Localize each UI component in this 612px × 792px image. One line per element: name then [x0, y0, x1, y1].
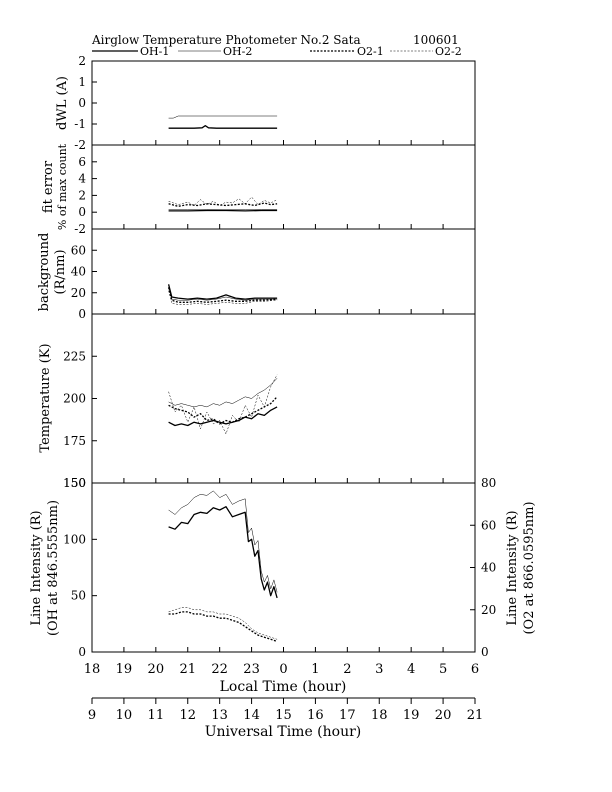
chart-date: 100601 — [413, 33, 459, 47]
ylabel-background-line1: background — [37, 233, 52, 312]
xtick-label-universal-0: 9 — [88, 708, 96, 723]
ylabel-intensity-left: Line Intensity (R) (OH at 846.5555nm) — [29, 500, 61, 636]
ytick-label-temperature-3: 150 — [63, 476, 86, 490]
ylabel-background: background (R/nm) — [37, 233, 68, 312]
ytick-label-dwl-2: 0 — [78, 96, 86, 110]
series-temperature-o2-2 — [168, 374, 278, 435]
series-temperature-oh-1 — [168, 406, 278, 427]
ytick-right-label-line-intensity-1: 60 — [481, 518, 496, 532]
legend-label-oh1: OH-1 — [140, 45, 169, 58]
xlabel-universal-time: Universal Time (hour) — [205, 724, 362, 740]
xtick-label-local-10: 4 — [407, 662, 415, 677]
series-dwl-oh-2 — [168, 115, 278, 119]
xtick-label-universal-3: 12 — [179, 708, 196, 723]
xtick-label-local-3: 21 — [179, 662, 196, 677]
panel-background-frame — [91, 228, 476, 315]
series-temperature-o2-1 — [168, 396, 278, 425]
series-fit-error-o2-2 — [168, 196, 278, 206]
legend-label-oh2: OH-2 — [223, 45, 252, 58]
xtick-label-universal-6: 15 — [275, 708, 292, 723]
ylabel-fit-error-line2: % of max count — [56, 143, 69, 230]
xlabel-local-time: Local Time (hour) — [220, 679, 347, 695]
ytick-label-fit-error-2: 2 — [78, 188, 86, 202]
xtick-label-universal-9: 18 — [371, 708, 388, 723]
ylabel-background-line2: (R/nm) — [53, 249, 68, 294]
xtick-label-local-0: 18 — [84, 662, 101, 677]
xtick-label-universal-10: 19 — [403, 708, 420, 723]
xtick-label-local-5: 23 — [243, 662, 260, 677]
ylabel-fit-error-line1: fit error — [41, 160, 56, 213]
xtick-label-universal-1: 10 — [116, 708, 133, 723]
series-dwl-oh-1 — [168, 125, 278, 129]
xtick-label-local-7: 1 — [311, 662, 319, 677]
series-line-intensity-oh-2 — [168, 490, 278, 593]
series-line-intensity-oh-1 — [168, 506, 278, 599]
xtick-label-local-4: 22 — [211, 662, 228, 677]
ytick-label-fit-error-0: 6 — [78, 155, 86, 169]
ytick-label-line-intensity-3: 0 — [78, 645, 86, 659]
ylabel-intensity-left-line1: Line Intensity (R) — [29, 510, 44, 625]
ytick-label-temperature-2: 175 — [63, 434, 86, 448]
ylabel-dwl-text: dWL (A) — [55, 76, 70, 130]
panel-fit-error-frame — [91, 144, 476, 230]
series-background-oh-2 — [168, 287, 278, 301]
xtick-label-universal-5: 14 — [243, 708, 260, 723]
ylabel-intensity-right-line2: (O2 at 866.0595nm) — [522, 501, 537, 634]
ylabel-temperature: Temperature (K) — [38, 343, 53, 452]
ylabel-intensity-right-line1: Line Intensity (R) — [505, 510, 520, 625]
ytick-right-label-line-intensity-4: 0 — [481, 645, 489, 659]
xtick-label-local-2: 20 — [148, 662, 165, 677]
xtick-label-local-12: 6 — [471, 662, 479, 677]
ytick-right-label-line-intensity-2: 40 — [481, 561, 496, 575]
ytick-label-dwl-4: -2 — [74, 138, 86, 152]
xtick-label-local-6: 0 — [279, 662, 287, 677]
xtick-label-local-8: 2 — [343, 662, 351, 677]
series-background-oh-1 — [167, 284, 278, 300]
ytick-label-background-3: 0 — [78, 307, 86, 321]
chart-marks: 210-1-26420-2604020022520017515015010050… — [63, 54, 496, 723]
ytick-label-background-2: 20 — [71, 286, 86, 300]
xtick-label-local-9: 3 — [375, 662, 383, 677]
legend: OH-1 OH-2 O2-1 O2-2 — [92, 45, 462, 58]
panel-line-intensity-frame — [91, 482, 476, 653]
xtick-label-universal-12: 21 — [467, 708, 484, 723]
series-temperature-oh-2 — [168, 378, 278, 408]
legend-label-o21: O2-1 — [357, 45, 384, 58]
ylabel-fit-error: fit error % of max count — [41, 143, 69, 230]
ylabel-dwl: dWL (A) — [55, 76, 70, 130]
ytick-label-line-intensity-0: 150 — [63, 476, 86, 490]
ytick-label-fit-error-4: -2 — [74, 222, 86, 236]
ytick-label-line-intensity-2: 50 — [71, 589, 86, 603]
panel-temperature-frame — [91, 313, 476, 484]
xtick-label-local-11: 5 — [439, 662, 447, 677]
xtick-label-universal-2: 11 — [148, 708, 165, 723]
ytick-label-temperature-0: 225 — [63, 349, 86, 363]
ytick-label-background-1: 40 — [71, 265, 86, 279]
xtick-label-local-1: 19 — [116, 662, 133, 677]
series-fit-error-o2-1 — [168, 202, 278, 207]
xtick-label-universal-8: 17 — [339, 708, 356, 723]
ytick-label-background-0: 60 — [71, 243, 86, 257]
ytick-label-line-intensity-1: 100 — [63, 532, 86, 546]
xtick-label-universal-4: 13 — [211, 708, 228, 723]
ytick-label-dwl-3: -1 — [74, 117, 86, 131]
xtick-label-universal-11: 20 — [435, 708, 452, 723]
series-line-intensity-o2-1 — [168, 611, 278, 643]
ytick-right-label-line-intensity-0: 80 — [481, 476, 496, 490]
ytick-label-temperature-1: 200 — [63, 392, 86, 406]
ytick-label-fit-error-3: 0 — [78, 205, 86, 219]
ylabel-intensity-right: Line Intensity (R) (O2 at 866.0595nm) — [505, 501, 537, 634]
panel-dwl-frame — [91, 60, 476, 146]
ylabel-temperature-text: Temperature (K) — [38, 343, 53, 452]
chart-title: Airglow Temperature Photometer No.2 Sata — [91, 33, 361, 47]
xtick-label-universal-7: 16 — [307, 708, 324, 723]
ytick-right-label-line-intensity-3: 20 — [481, 603, 496, 617]
ytick-label-dwl-1: 1 — [78, 75, 86, 89]
series-line-intensity-o2-2 — [168, 607, 278, 640]
legend-label-o22: O2-2 — [435, 45, 462, 58]
ylabel-intensity-left-line2: (OH at 846.5555nm) — [46, 500, 61, 636]
ytick-label-dwl-0: 2 — [78, 54, 86, 68]
ytick-label-fit-error-1: 4 — [78, 172, 86, 186]
